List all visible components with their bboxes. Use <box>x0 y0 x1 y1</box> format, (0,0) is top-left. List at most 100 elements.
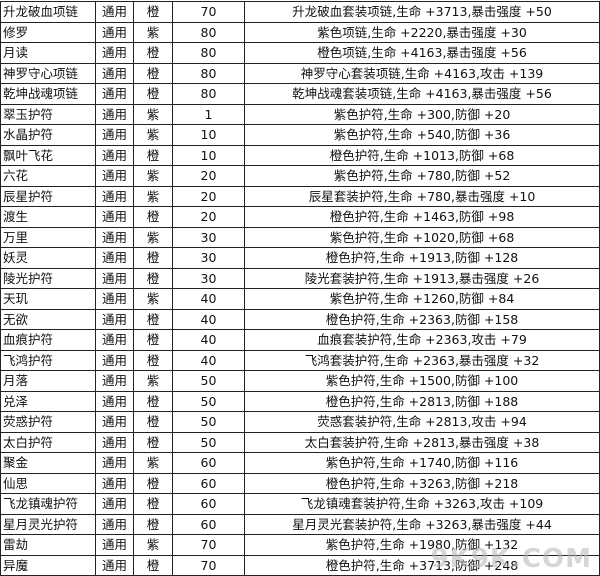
class: 通用 <box>95 513 134 535</box>
quality: 橙 <box>133 472 173 494</box>
quality: 橙 <box>133 83 173 105</box>
description: 紫色护符,生命 +1260,防御 +84 <box>244 288 600 310</box>
level: 70 <box>172 1 245 23</box>
quality: 紫 <box>133 185 173 207</box>
table-row: 万里 通用紫 30 紫色护符,生命 +1020,防御 +68 <box>0 226 600 248</box>
table-row: 兑泽 通用橙 50 橙色护符,生命 +2813,防御 +188 <box>0 390 600 412</box>
level: 1 <box>172 103 245 125</box>
item-name: 修罗 <box>0 21 96 43</box>
item-name: 太白护符 <box>0 431 96 453</box>
description: 陵光套装护符,生命 +1913,暴击强度 +26 <box>244 267 600 289</box>
level: 50 <box>172 390 245 412</box>
quality: 橙 <box>133 513 173 535</box>
description: 星月灵光套装护符,生命 +3263,暴击强度 +44 <box>244 513 600 535</box>
description: 橙色项链,生命 +4163,暴击强度 +56 <box>244 42 600 64</box>
description: 紫色护符,生命 +300,防御 +20 <box>244 103 600 125</box>
class: 通用 <box>95 493 134 515</box>
class: 通用 <box>95 42 134 64</box>
level: 30 <box>172 226 245 248</box>
level: 10 <box>172 144 245 166</box>
level: 40 <box>172 308 245 330</box>
level: 10 <box>172 124 245 146</box>
table-row: 无欲 通用橙 40 橙色护符,生命 +2363,防御 +158 <box>0 308 600 330</box>
class: 通用 <box>95 165 134 187</box>
quality: 橙 <box>133 62 173 84</box>
table-row: 聚金 通用紫 60 紫色护符,生命 +1740,防御 +116 <box>0 452 600 474</box>
table-row: 飞龙镇魂护符 通用橙 60 飞龙镇魂套装护符,生命 +3263,攻击 +109 <box>0 493 600 515</box>
item-name: 水晶护符 <box>0 124 96 146</box>
class: 通用 <box>95 431 134 453</box>
level: 30 <box>172 247 245 269</box>
class: 通用 <box>95 452 134 474</box>
item-name: 聚金 <box>0 452 96 474</box>
description: 乾坤战魂套装项链,生命 +4163,暴击强度 +56 <box>244 83 600 105</box>
description: 紫色项链,生命 +2220,暴击强度 +30 <box>244 21 600 43</box>
level: 20 <box>172 165 245 187</box>
table-row: 仙思 通用橙 60 橙色护符,生命 +3263,防御 +218 <box>0 472 600 494</box>
description: 升龙破血套装项链,生命 +3713,暴击强度 +50 <box>244 1 600 23</box>
table-row: 神罗守心项链 通用橙 80 神罗守心套装项链,生命 +4163,攻击 +139 <box>0 62 600 84</box>
table-row: 月落 通用紫 50 紫色护符,生命 +1500,防御 +100 <box>0 370 600 392</box>
table-row: 升龙破血项链 通用橙 70 升龙破血套装项链,生命 +3713,暴击强度 +50 <box>0 1 600 23</box>
item-name: 雷劫 <box>0 534 96 556</box>
description: 荧惑套装护符,生命 +2813,攻击 +94 <box>244 411 600 433</box>
watermark: 9K9K.COM <box>430 544 592 574</box>
class: 通用 <box>95 329 134 351</box>
item-name: 辰星护符 <box>0 185 96 207</box>
class: 通用 <box>95 370 134 392</box>
description: 橙色护符,生命 +3263,防御 +218 <box>244 472 600 494</box>
level: 40 <box>172 349 245 371</box>
quality: 橙 <box>133 206 173 228</box>
table-row: 血痕护符 通用橙 40 血痕套装护符,生命 +2363,攻击 +79 <box>0 329 600 351</box>
quality: 紫 <box>133 165 173 187</box>
class: 通用 <box>95 308 134 330</box>
description: 紫色护符,生命 +1740,防御 +116 <box>244 452 600 474</box>
description: 橙色护符,生命 +2813,防御 +188 <box>244 390 600 412</box>
item-name: 飘叶飞花 <box>0 144 96 166</box>
description: 神罗守心套装项链,生命 +4163,攻击 +139 <box>244 62 600 84</box>
item-name: 升龙破血项链 <box>0 1 96 23</box>
description: 紫色护符,生命 +540,防御 +36 <box>244 124 600 146</box>
description: 紫色护符,生命 +1020,防御 +68 <box>244 226 600 248</box>
item-name: 飞龙镇魂护符 <box>0 493 96 515</box>
class: 通用 <box>95 185 134 207</box>
item-name: 神罗守心项链 <box>0 62 96 84</box>
item-name: 陵光护符 <box>0 267 96 289</box>
level: 50 <box>172 370 245 392</box>
quality: 橙 <box>133 329 173 351</box>
quality: 紫 <box>133 534 173 556</box>
level: 20 <box>172 185 245 207</box>
quality: 橙 <box>133 411 173 433</box>
table-row: 飞鸿护符 通用橙 40 飞鸿套装护符,生命 +2363,暴击强度 +32 <box>0 349 600 371</box>
item-name: 兑泽 <box>0 390 96 412</box>
item-name: 血痕护符 <box>0 329 96 351</box>
quality: 紫 <box>133 452 173 474</box>
item-name: 仙思 <box>0 472 96 494</box>
table-row: 星月灵光护符 通用橙 60 星月灵光套装护符,生命 +3263,暴击强度 +44 <box>0 513 600 535</box>
level: 20 <box>172 206 245 228</box>
class: 通用 <box>95 1 134 23</box>
table-row: 荧惑护符 通用橙 50 荧惑套装护符,生命 +2813,攻击 +94 <box>0 411 600 433</box>
level: 60 <box>172 493 245 515</box>
quality: 紫 <box>133 226 173 248</box>
class: 通用 <box>95 62 134 84</box>
class: 通用 <box>95 144 134 166</box>
level: 50 <box>172 431 245 453</box>
quality: 橙 <box>133 144 173 166</box>
quality: 紫 <box>133 21 173 43</box>
item-name: 天玑 <box>0 288 96 310</box>
table-row: 太白护符 通用橙 50 太白套装护符,生命 +2813,暴击强度 +38 <box>0 431 600 453</box>
level: 30 <box>172 267 245 289</box>
description: 太白套装护符,生命 +2813,暴击强度 +38 <box>244 431 600 453</box>
item-name: 妖灵 <box>0 247 96 269</box>
class: 通用 <box>95 124 134 146</box>
item-name: 万里 <box>0 226 96 248</box>
item-name: 渡生 <box>0 206 96 228</box>
description: 橙色护符,生命 +1013,防御 +68 <box>244 144 600 166</box>
table-row: 天玑 通用紫 40 紫色护符,生命 +1260,防御 +84 <box>0 288 600 310</box>
quality: 紫 <box>133 288 173 310</box>
class: 通用 <box>95 411 134 433</box>
item-name: 无欲 <box>0 308 96 330</box>
